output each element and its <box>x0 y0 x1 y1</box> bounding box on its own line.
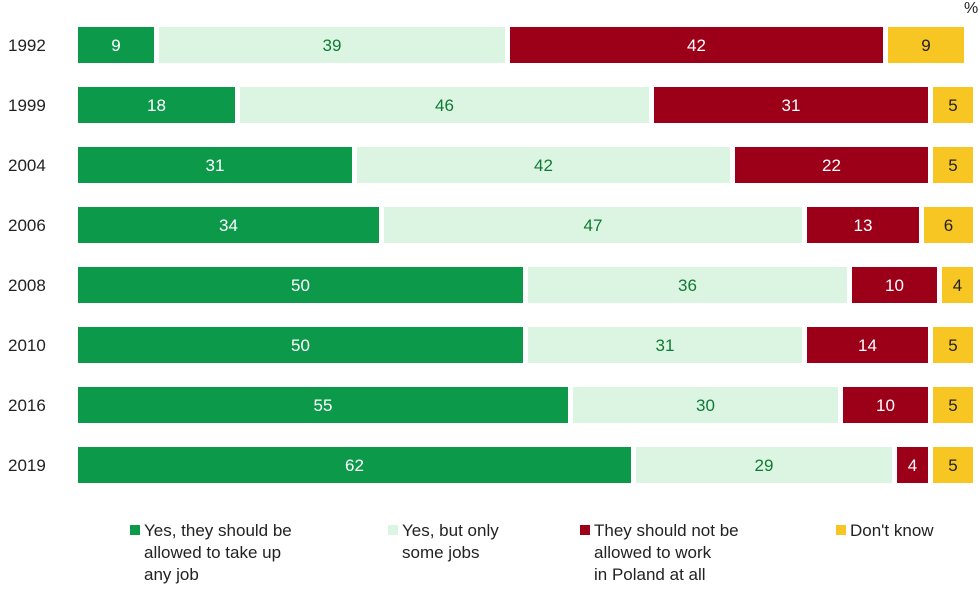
bar-segment-dont-know-2010 <box>933 327 973 363</box>
bar-segment-any-job-2008 <box>78 267 523 303</box>
data-label-some-jobs-2004: 42 <box>534 156 553 175</box>
bar-segment-not-allowed-1992 <box>510 27 883 63</box>
data-label-not-allowed-2006: 13 <box>854 216 873 235</box>
data-label-some-jobs-1999: 46 <box>435 96 454 115</box>
category-label-2008: 2008 <box>8 276 46 295</box>
data-label-some-jobs-1992: 39 <box>323 36 342 55</box>
data-label-not-allowed-2010: 14 <box>858 336 877 355</box>
data-label-dont-know-1999: 5 <box>948 96 957 115</box>
data-label-any-job-1999: 18 <box>147 96 166 115</box>
bar-segment-not-allowed-2016 <box>843 387 928 423</box>
legend-label: allowed to work <box>594 543 712 562</box>
unit-label: % <box>964 0 979 17</box>
data-label-any-job-2004: 31 <box>206 156 225 175</box>
data-label-not-allowed-1999: 31 <box>782 96 801 115</box>
category-label-2010: 2010 <box>8 336 46 355</box>
data-label-any-job-2016: 55 <box>314 396 333 415</box>
data-label-some-jobs-2010: 31 <box>656 336 675 355</box>
legend-label: Don't know <box>850 521 934 540</box>
data-label-not-allowed-2016: 10 <box>876 396 895 415</box>
data-label-not-allowed-1992: 42 <box>687 36 706 55</box>
bar-segment-some-jobs-2016 <box>573 387 838 423</box>
category-label-2004: 2004 <box>8 156 46 175</box>
data-label-dont-know-2006: 6 <box>944 216 953 235</box>
bar-segment-any-job-1992 <box>78 27 154 63</box>
legend-label: allowed to take up <box>144 543 282 562</box>
data-label-dont-know-2016: 5 <box>948 396 957 415</box>
legend-label: any job <box>144 565 199 584</box>
legend-label: Yes, but only <box>402 521 499 540</box>
bar-segment-not-allowed-2004 <box>735 147 928 183</box>
legend-item-some-jobs: Yes, but only some jobs <box>388 520 499 564</box>
data-label-any-job-1992: 9 <box>111 36 120 55</box>
data-label-some-jobs-2016: 30 <box>696 396 715 415</box>
bar-segment-any-job-2010 <box>78 327 523 363</box>
legend-item-not-allowed: They should not be allowed to work in Po… <box>580 520 739 586</box>
bar-segment-some-jobs-2019 <box>636 447 892 483</box>
bar-segment-some-jobs-2008 <box>528 267 847 303</box>
data-label-some-jobs-2006: 47 <box>584 216 603 235</box>
bar-segment-dont-know-2004 <box>933 147 973 183</box>
legend-swatch-any-job <box>130 525 140 535</box>
legend-swatch-dont-know <box>836 525 846 535</box>
bar-segment-some-jobs-1999 <box>240 87 649 123</box>
legend-item-dont-know: Don't know <box>836 520 934 542</box>
data-label-any-job-2010: 50 <box>291 336 310 355</box>
legend-item-any-job: Yes, they should be allowed to take up a… <box>130 520 292 586</box>
data-label-dont-know-2008: 4 <box>953 276 962 295</box>
bar-segment-some-jobs-1992 <box>159 27 505 63</box>
data-label-not-allowed-2008: 10 <box>885 276 904 295</box>
data-label-some-jobs-2019: 29 <box>755 456 774 475</box>
legend-swatch-not-allowed <box>580 525 590 535</box>
category-label-1992: 1992 <box>8 36 46 55</box>
legend-label: Yes, they should be <box>144 521 292 540</box>
category-label-2019: 2019 <box>8 456 46 475</box>
bar-segment-any-job-2004 <box>78 147 352 183</box>
bar-segment-not-allowed-2010 <box>807 327 928 363</box>
bar-segment-not-allowed-2008 <box>852 267 937 303</box>
bar-segment-dont-know-2019 <box>933 447 973 483</box>
legend-label: some jobs <box>402 543 480 562</box>
bar-segment-some-jobs-2010 <box>528 327 802 363</box>
data-label-not-allowed-2004: 22 <box>822 156 841 175</box>
bar-segment-any-job-1999 <box>78 87 235 123</box>
data-label-not-allowed-2019: 4 <box>908 456 917 475</box>
bar-segment-not-allowed-2019 <box>897 447 928 483</box>
bar-segment-dont-know-1992 <box>888 27 964 63</box>
bar-segment-dont-know-2016 <box>933 387 973 423</box>
data-label-dont-know-2010: 5 <box>948 336 957 355</box>
bar-segment-some-jobs-2006 <box>384 207 802 243</box>
bar-segment-some-jobs-2004 <box>357 147 730 183</box>
bar-segment-any-job-2016 <box>78 387 568 423</box>
category-label-1999: 1999 <box>8 96 46 115</box>
data-label-dont-know-1992: 9 <box>921 36 930 55</box>
bar-segment-not-allowed-2006 <box>807 207 919 243</box>
bar-segment-dont-know-2008 <box>942 267 973 303</box>
bar-segment-any-job-2019 <box>78 447 631 483</box>
data-label-any-job-2006: 34 <box>219 216 238 235</box>
bar-segment-not-allowed-1999 <box>654 87 928 123</box>
legend-swatch-some-jobs <box>388 525 398 535</box>
data-label-any-job-2008: 50 <box>291 276 310 295</box>
bar-segment-any-job-2006 <box>78 207 379 243</box>
category-label-2006: 2006 <box>8 216 46 235</box>
data-label-some-jobs-2008: 36 <box>678 276 697 295</box>
category-label-2016: 2016 <box>8 396 46 415</box>
legend-label: They should not be <box>594 521 739 540</box>
bar-segment-dont-know-1999 <box>933 87 973 123</box>
bar-segment-dont-know-2006 <box>924 207 973 243</box>
data-label-dont-know-2004: 5 <box>948 156 957 175</box>
data-label-dont-know-2019: 5 <box>948 456 957 475</box>
legend-label: in Poland at all <box>594 565 706 584</box>
data-label-any-job-2019: 62 <box>345 456 364 475</box>
